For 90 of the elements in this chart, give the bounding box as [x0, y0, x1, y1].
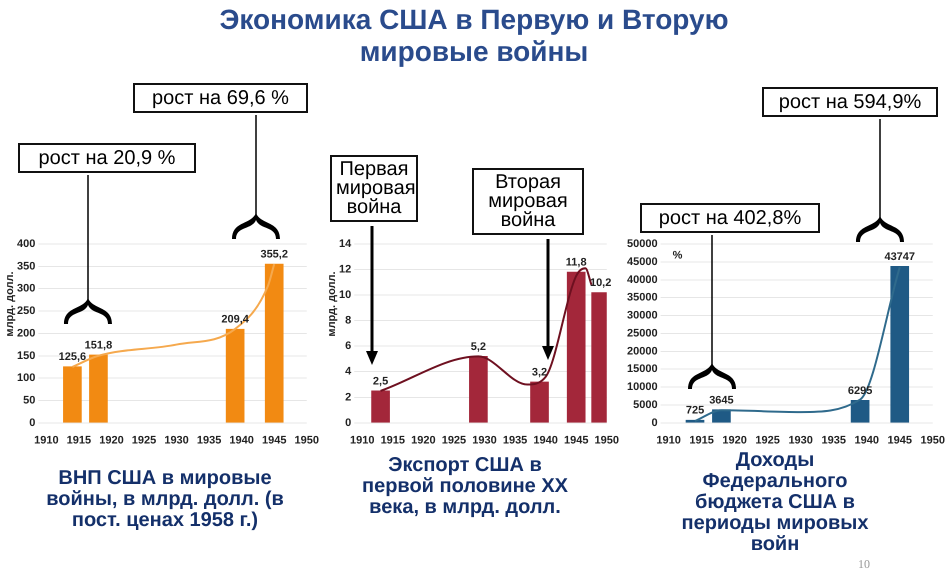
y-tick-label: 4: [345, 366, 352, 378]
x-tick-label: 1920: [411, 434, 436, 446]
data-label: 125,6: [58, 351, 86, 364]
text: Экспорт США в первой половине XX века, в млрд. долл.: [362, 454, 568, 518]
y-axis-title: %: [672, 250, 683, 262]
x-tick-label: 1925: [132, 434, 156, 446]
data-label: 10,2: [590, 277, 612, 290]
text: рост на 69,6 %: [133, 83, 308, 113]
bar: [264, 264, 284, 423]
text: Первая мировая война: [330, 155, 418, 222]
bar: [371, 390, 390, 423]
y-tick-label: 0: [29, 416, 36, 429]
bar: [226, 328, 244, 423]
y-tick-label: 400: [16, 238, 36, 250]
x-tick-label: 1950: [920, 434, 946, 446]
text: Экономика США в Первую и Вторую мировые войны: [218, 4, 730, 68]
x-tick-label: 1940: [229, 434, 254, 446]
x-tick-label: 1945: [564, 434, 588, 446]
x-tick-label: 1925: [442, 434, 466, 446]
data-label: 151,8: [84, 339, 112, 352]
x-tick-label: 1935: [821, 434, 846, 446]
y-tick-label: 12: [338, 264, 352, 276]
bar: [469, 356, 488, 423]
data-label: 5,2: [470, 340, 486, 353]
y-tick-label: 40000: [626, 274, 658, 286]
y-tick-label: 15000: [626, 363, 658, 376]
y-tick-label: 14: [338, 238, 352, 250]
x-tick-label: 1915: [689, 434, 714, 446]
x-tick-label: 1920: [722, 434, 747, 446]
y-tick-label: 100: [16, 372, 36, 384]
y-tick-label: 6: [345, 340, 352, 352]
text: рост на 20,9 %: [18, 143, 196, 173]
y-tick-label: 0: [345, 416, 352, 429]
x-tick-label: 1915: [380, 434, 406, 446]
text: рост на 594,9%: [762, 87, 938, 117]
x-tick-label: 1950: [294, 434, 320, 446]
x-tick-label: 1940: [854, 434, 879, 446]
data-label: 43747: [884, 250, 916, 263]
y-tick-label: 250: [16, 305, 36, 318]
x-tick-label: 1910: [656, 434, 681, 446]
x-tick-label: 1930: [788, 434, 813, 446]
y-tick-label: 8: [345, 314, 352, 327]
x-tick-label: 1920: [99, 434, 124, 446]
x-tick-label: 1935: [196, 434, 222, 446]
y-tick-label: 350: [16, 260, 36, 272]
text: Доходы Федерального бюджета США в периоды мировых войн: [680, 449, 870, 555]
y-tick-label: 150: [16, 350, 36, 362]
x-tick-label: 1910: [34, 434, 59, 446]
bar: [566, 272, 586, 423]
y-tick-label: 35000: [626, 292, 658, 304]
text: рост на 402,8%: [640, 203, 820, 233]
y-tick-label: 25000: [626, 327, 658, 340]
y-tick-label: 20000: [626, 345, 658, 358]
x-tick-label: 1925: [755, 434, 780, 446]
y-tick-label: 5000: [633, 398, 658, 411]
x-tick-label: 1945: [262, 434, 286, 446]
y-tick-label: 300: [16, 282, 36, 295]
x-tick-label: 1930: [472, 434, 497, 446]
x-tick-label: 1945: [888, 434, 912, 446]
data-label: 3645: [709, 394, 734, 406]
x-tick-label: 1935: [502, 434, 528, 446]
x-tick-label: 1930: [164, 434, 189, 446]
bar: [890, 266, 910, 423]
y-tick-label: 50: [23, 394, 36, 406]
y-tick-label: 2: [345, 391, 352, 404]
y-tick-label: 30000: [626, 310, 658, 322]
data-label: 11,8: [566, 256, 587, 269]
x-tick-label: 1910: [350, 434, 374, 446]
y-tick-label: 45000: [626, 256, 658, 268]
x-tick-label: 1915: [66, 434, 92, 446]
data-label: 725: [686, 404, 704, 417]
text: 10: [858, 557, 870, 572]
bar: [530, 382, 549, 423]
y-tick-label: 10: [338, 289, 352, 302]
data-label: 2,5: [372, 375, 388, 388]
bar: [63, 366, 82, 423]
data-label: 3,2: [532, 366, 548, 378]
x-tick-label: 1950: [594, 434, 620, 446]
bar: [89, 354, 108, 423]
y-tick-label: 50000: [626, 238, 658, 250]
data-label: 355,2: [260, 248, 288, 261]
y-tick-label: 10000: [626, 381, 658, 394]
bar: [850, 400, 870, 423]
y-tick-label: 0: [651, 416, 658, 429]
text: Вторая мировая война: [472, 168, 584, 235]
y-axis-title: млрд. долл.: [4, 271, 16, 337]
text: ВНП США в мировые войны, в млрд. долл. (в пост. ценах 1958 г.): [45, 467, 285, 531]
x-tick-label: 1940: [533, 434, 558, 446]
y-tick-label: 200: [16, 327, 36, 340]
y-axis-title: млрд. долл.: [326, 271, 338, 337]
